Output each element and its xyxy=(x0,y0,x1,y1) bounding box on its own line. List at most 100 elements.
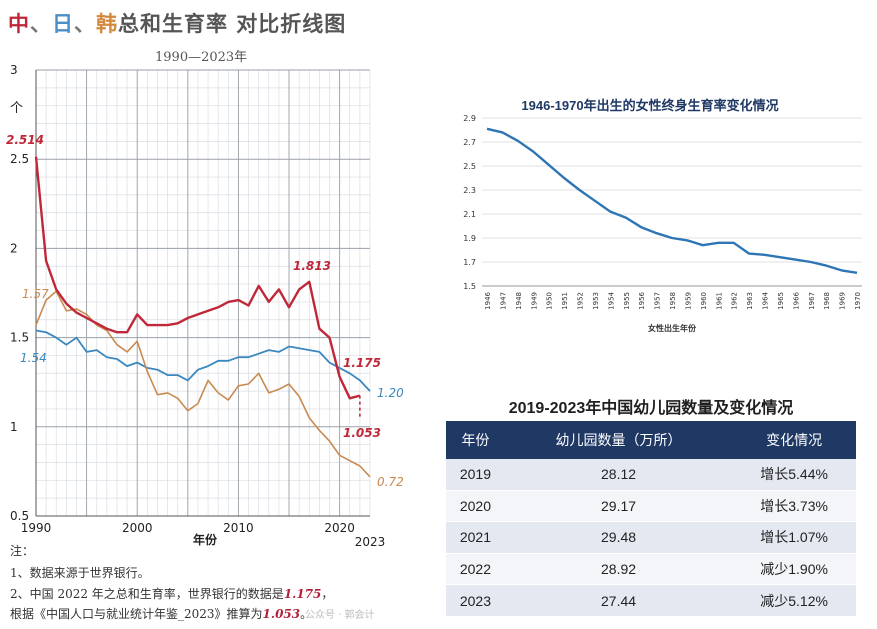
x-tick-label: 1966 xyxy=(792,291,800,309)
x-tick-label: 1951 xyxy=(561,292,569,310)
series-line-cohort xyxy=(486,127,858,274)
x-tick-label: 1952 xyxy=(577,292,585,310)
note-line-2-text: 2、中国 2022 年之总和生育率，世界银行的数据是 xyxy=(10,587,284,601)
y-axis-label: 个 xyxy=(10,101,23,116)
y-tick-label: 2.5 xyxy=(10,152,29,166)
y-tick-label: 1 xyxy=(10,420,18,434)
watermark: 公众号 · 郭会计 xyxy=(305,610,375,621)
cohort-fertility-chart: 1.5 1.7 1.9 2.1 2.3 2.5 2.7 2.9 1946 1947 1948 1949… xyxy=(463,114,862,333)
label-japan-1990: 1.54 xyxy=(20,351,47,365)
x-tick-label: 1967 xyxy=(808,292,816,310)
cell-count: 29.17 xyxy=(504,490,733,523)
y-tick-label: 1.5 xyxy=(10,331,29,345)
x-tick-label: 2020 xyxy=(324,521,355,535)
table-row: 2023 27.44 减少5.12% xyxy=(446,584,856,617)
cell-year: 2019 xyxy=(446,459,505,491)
col-header-count: 幼儿园数量（万所） xyxy=(504,421,733,459)
x-tick-label: 1962 xyxy=(731,292,739,310)
x-tick-label: 1964 xyxy=(762,291,770,309)
note-line-3: 根据《中国人口与就业统计年鉴_2023》推算为1.053。 xyxy=(10,605,312,622)
cell-count: 28.92 xyxy=(504,553,733,586)
note-line-2-end: ， xyxy=(321,587,334,601)
label-china-2022: 1.175 xyxy=(343,356,381,370)
y-tick-label: 2.3 xyxy=(463,186,476,195)
y-tick-label: 1.5 xyxy=(463,282,476,291)
cell-change: 增长1.07% xyxy=(732,521,856,554)
x-tick-label: 1970 xyxy=(854,292,862,310)
left-chart-subtitle: 1990—2023年 xyxy=(155,50,248,65)
cell-change: 增长5.44% xyxy=(732,459,856,491)
x-tick-label: 1955 xyxy=(623,292,631,310)
label-china-projected: 1.053 xyxy=(343,426,381,440)
cell-count: 29.48 xyxy=(504,521,733,554)
y-tick-label: 2.7 xyxy=(463,138,476,147)
table-header-row: 年份 幼儿园数量（万所） 变化情况 xyxy=(446,421,856,459)
x-tick-label: 1953 xyxy=(592,292,600,310)
cell-change: 增长3.73% xyxy=(732,490,856,523)
y-tick-label: 2 xyxy=(10,241,18,255)
cohort-chart-title: 1946-1970年出生的女性终身生育率变化情况 xyxy=(521,98,779,113)
x-tick-label: 2010 xyxy=(223,521,254,535)
cell-change: 减少5.12% xyxy=(732,584,856,617)
cell-count: 27.44 xyxy=(504,584,733,617)
x-tick-label: 1965 xyxy=(777,292,785,310)
x-tick-label: 1946 xyxy=(484,291,492,309)
series-line-japan xyxy=(35,329,371,392)
title-rest: 总和生育率 对比折线图 xyxy=(118,11,347,36)
x-tick-label: 1950 xyxy=(546,292,554,310)
x-axis-label: 女性出生年份 xyxy=(648,323,697,333)
cell-year: 2020 xyxy=(446,490,505,523)
title-sep-2: 、 xyxy=(74,11,96,36)
x-axis-label: 年份 xyxy=(193,532,218,547)
x-tick-label: 1948 xyxy=(515,292,523,310)
x-tick-label: 1969 xyxy=(839,292,847,310)
kindergarten-table-title: 2019-2023年中国幼儿园数量及变化情况 xyxy=(508,400,794,417)
title-korea: 韩 xyxy=(96,11,118,36)
col-header-year: 年份 xyxy=(446,421,505,459)
x-tick-label: 1990 xyxy=(21,521,52,535)
table-row: 2020 29.17 增长3.73% xyxy=(446,490,856,523)
cell-change: 减少1.90% xyxy=(732,553,856,586)
title-japan: 日 xyxy=(52,11,74,36)
y-tick-label: 0.5 xyxy=(10,509,29,523)
x-tick-label: 2000 xyxy=(122,521,153,535)
x-tick-label: 1956 xyxy=(638,291,646,309)
x-tick-label: 1961 xyxy=(715,292,723,310)
kindergarten-table: 年份 幼儿园数量（万所） 变化情况 2019 28.12 增长5.44% 202… xyxy=(446,421,856,617)
table-row: 2019 28.12 增长5.44% xyxy=(446,459,856,491)
table-row: 2022 28.92 减少1.90% xyxy=(446,553,856,586)
y-tick-label: 2.9 xyxy=(463,114,476,123)
x-tick-label: 1959 xyxy=(684,292,692,310)
title-sep-1: 、 xyxy=(30,11,52,36)
y-tick-label: 2.1 xyxy=(463,210,476,219)
x-tick-label: 1958 xyxy=(669,292,677,310)
table-row: 2021 29.48 增长1.07% xyxy=(446,521,856,554)
label-korea-2023: 0.72 xyxy=(377,475,404,489)
cell-year: 2021 xyxy=(446,521,505,554)
note-world-bank-value: 1.175 xyxy=(283,587,322,601)
note-heading: 注： xyxy=(10,544,35,558)
left-chart-title: 中、日、韩总和生育率 对比折线图 xyxy=(8,8,346,38)
y-tick-label: 3 xyxy=(10,63,18,77)
x-tick-label: 1963 xyxy=(746,292,754,310)
y-tick-label: 1.9 xyxy=(463,234,476,243)
cell-year: 2022 xyxy=(446,553,505,586)
x-tick-label: 1968 xyxy=(823,292,831,310)
label-korea-1990: 1.57 xyxy=(22,287,49,301)
label-china-peak: 1.813 xyxy=(293,259,331,273)
x-tick-label: 1960 xyxy=(700,292,708,310)
col-header-change: 变化情况 xyxy=(732,421,856,459)
cell-year: 2023 xyxy=(446,584,505,617)
label-china-1990: 2.514 xyxy=(6,133,44,147)
y-tick-label: 1.7 xyxy=(463,258,476,267)
note-line-1: 1、数据来源于世界银行。 xyxy=(10,566,150,580)
x-tick-label: 1947 xyxy=(499,292,507,310)
note-line-2: 2、中国 2022 年之总和生育率，世界银行的数据是1.175， xyxy=(10,585,333,602)
x-tick-label: 2023 xyxy=(355,535,386,549)
x-tick-label: 1949 xyxy=(530,292,538,310)
title-china: 中 xyxy=(8,11,30,36)
x-tick-label: 1957 xyxy=(654,292,662,310)
series-line-china xyxy=(34,156,361,400)
note-line-3-end: 。 xyxy=(300,607,313,621)
